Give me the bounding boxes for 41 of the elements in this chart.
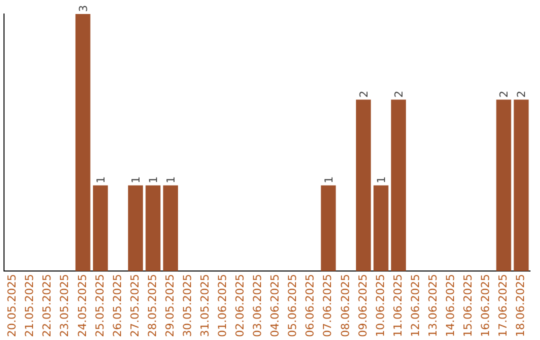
data-label: 1 <box>94 176 108 184</box>
x-tick-label: 08.06.2025 <box>338 274 352 338</box>
x-tick-label: 07.06.2025 <box>321 274 334 338</box>
x-tick-label: 21.05.2025 <box>23 274 36 338</box>
data-label: 1 <box>130 176 142 184</box>
x-tick-label: 12.06.2025 <box>408 274 422 338</box>
x-tick-label: 10.06.2025 <box>374 274 387 338</box>
x-tick-label: 15.06.2025 <box>461 274 474 338</box>
data-label: 2 <box>515 90 528 98</box>
x-tick-label: 09.06.2025 <box>356 274 370 338</box>
x-tick-label: 24.05.2025 <box>76 274 89 338</box>
x-tick-label: 02.06.2025 <box>234 274 247 338</box>
x-tick-label: 14.06.2025 <box>444 274 457 338</box>
x-tick-label: 22.05.2025 <box>40 274 54 338</box>
data-label: 1 <box>164 176 178 184</box>
x-tick-label: 20.05.2025 <box>6 274 19 338</box>
x-tick-label: 29.05.2025 <box>163 274 176 338</box>
data-label: 1 <box>374 176 388 184</box>
x-tick-label: 28.05.2025 <box>146 274 159 338</box>
x-tick-label: 05.06.2025 <box>286 274 300 338</box>
x-tick-label: 26.05.2025 <box>110 274 124 338</box>
x-tick-label: 17.06.2025 <box>496 274 510 338</box>
x-tick-label: 23.05.2025 <box>58 274 72 338</box>
data-label: 2 <box>392 90 406 98</box>
x-tick-label: 04.06.2025 <box>268 274 282 338</box>
x-tick-label: 06.06.2025 <box>304 274 317 338</box>
x-tick-label: 11.06.2025 <box>391 274 404 338</box>
data-label: 1 <box>322 176 336 184</box>
data-label: 3 <box>76 5 90 12</box>
x-tick-label: 25.05.2025 <box>93 274 106 338</box>
x-tick-label: 16.06.2025 <box>479 274 492 338</box>
data-label: 2 <box>357 90 370 98</box>
x-tick-label: 18.06.2025 <box>514 274 528 338</box>
x-tick-label: 01.06.2025 <box>216 274 230 338</box>
x-tick-label: 13.06.2025 <box>426 274 440 338</box>
x-tick-label: 27.05.2025 <box>128 274 142 338</box>
x-tick-label: 03.06.2025 <box>251 274 264 338</box>
x-tick-label: 30.05.2025 <box>180 274 194 338</box>
x-tick-label: 31.05.2025 <box>198 274 212 338</box>
data-label: 2 <box>498 90 511 98</box>
data-label: 1 <box>147 176 160 184</box>
